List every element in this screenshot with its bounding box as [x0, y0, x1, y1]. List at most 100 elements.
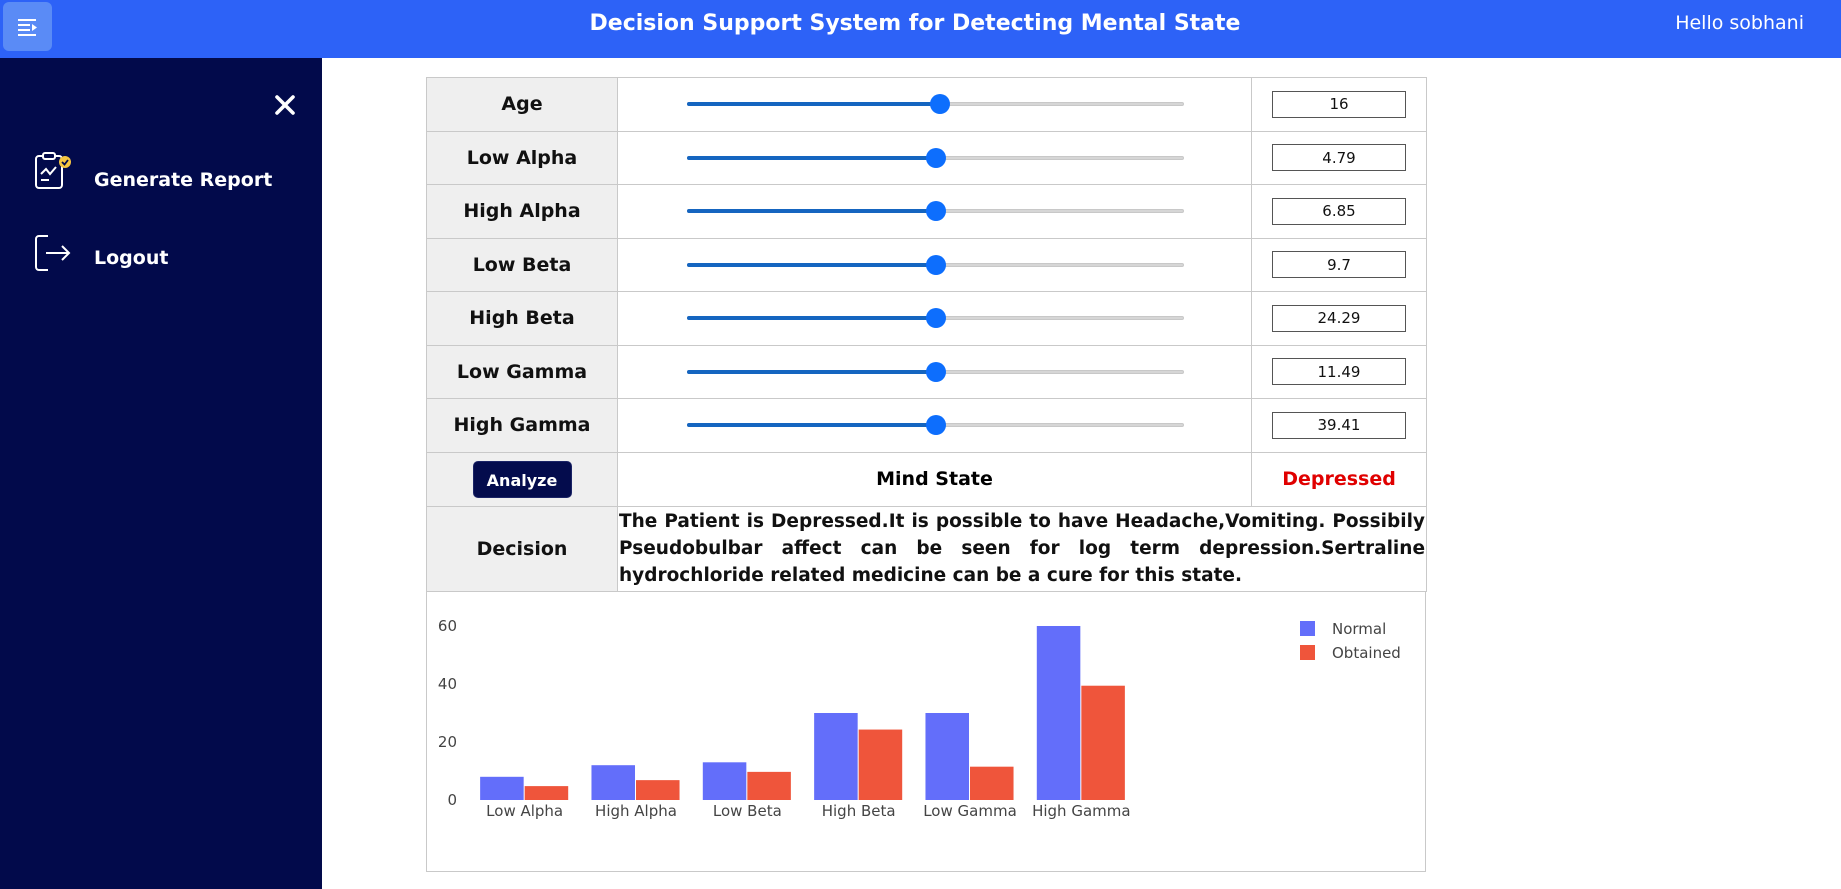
- bar-obtained: [1081, 685, 1125, 800]
- parameter-slider-cell: [617, 344, 1252, 399]
- parameter-slider-cell: [617, 237, 1252, 292]
- parameter-slider-cell: [617, 184, 1252, 239]
- bar-obtained: [524, 785, 569, 800]
- sidebar-item-label: Generate Report: [94, 169, 273, 191]
- parameter-row: Low Alpha: [426, 130, 1427, 185]
- sidebar: [0, 58, 322, 889]
- parameter-slider[interactable]: [687, 361, 1184, 383]
- analysis-row: Analyze Mind State Depressed: [426, 451, 1427, 507]
- decision-label: Decision: [426, 505, 618, 592]
- slider-fill: [687, 102, 941, 107]
- y-tick-label: 0: [447, 791, 457, 809]
- x-tick-label: Low Alpha: [486, 802, 563, 820]
- parameter-label: High Beta: [426, 291, 618, 346]
- slider-fill: [687, 262, 936, 267]
- parameter-value-input[interactable]: [1272, 144, 1406, 172]
- slider-thumb[interactable]: [925, 147, 946, 168]
- slider-fill: [687, 316, 936, 321]
- analyze-button[interactable]: Analyze: [472, 460, 572, 498]
- bar-normal: [814, 712, 858, 800]
- decision-text: The Patient is Depressed.It is possible …: [619, 510, 1425, 586]
- report-icon: [35, 152, 71, 189]
- analyze-cell: Analyze: [426, 451, 618, 507]
- slider-fill: [687, 423, 936, 428]
- legend-swatch: [1300, 620, 1315, 636]
- parameter-label: High Gamma: [426, 398, 618, 453]
- sidebar-item-logout[interactable]: Logout: [32, 232, 168, 274]
- top-bar: Decision Support System for Detecting Me…: [0, 0, 1841, 58]
- slider-thumb[interactable]: [925, 361, 946, 382]
- parameter-value-input[interactable]: [1272, 197, 1406, 225]
- sidebar-item-generate-report[interactable]: Generate Report: [32, 150, 272, 192]
- parameter-slider-cell: [617, 398, 1252, 453]
- slider-thumb[interactable]: [925, 254, 946, 275]
- bar-chart-svg: 0 20 40 60 Low Alpha High Alpha Low Beta High B…: [438, 617, 1401, 820]
- parameter-slider[interactable]: [687, 307, 1184, 329]
- parameter-slider[interactable]: [687, 254, 1184, 276]
- bar-obtained: [636, 779, 680, 800]
- bar-obtained: [747, 771, 791, 800]
- close-sidebar-button[interactable]: [272, 92, 298, 118]
- parameter-row: Age: [426, 77, 1427, 132]
- mind-state-label: Mind State: [617, 451, 1252, 507]
- decision-text-cell: The Patient is Depressed.It is possible …: [617, 505, 1427, 592]
- close-icon: [275, 95, 295, 115]
- slider-fill: [687, 155, 936, 160]
- parameter-slider[interactable]: [687, 200, 1184, 222]
- parameter-label: High Alpha: [426, 184, 618, 239]
- parameter-slider[interactable]: [687, 147, 1184, 169]
- parameter-value-cell: [1251, 291, 1427, 346]
- parameter-value-cell: [1251, 237, 1427, 292]
- parameter-value-input[interactable]: [1272, 251, 1406, 279]
- parameter-value-input[interactable]: [1272, 90, 1406, 118]
- parameter-slider-cell: [617, 77, 1252, 132]
- bar-normal: [702, 761, 747, 800]
- parameter-slider-cell: [617, 130, 1252, 185]
- bar-obtained: [970, 766, 1014, 800]
- parameter-row: High Beta: [426, 291, 1427, 346]
- y-tick-label: 20: [438, 733, 457, 751]
- slider-thumb[interactable]: [925, 308, 946, 329]
- legend-label: Normal: [1332, 620, 1386, 638]
- parameter-value-input[interactable]: [1272, 411, 1406, 439]
- parameter-value-input[interactable]: [1272, 304, 1406, 332]
- x-tick-label: High Beta: [822, 802, 896, 820]
- parameter-value-cell: [1251, 77, 1427, 132]
- parameter-row: Low Gamma: [426, 344, 1427, 399]
- parameter-value-cell: [1251, 344, 1427, 399]
- bar-obtained: [858, 729, 903, 800]
- sidebar-item-label: Logout: [94, 247, 169, 269]
- parameter-slider[interactable]: [687, 414, 1184, 436]
- parameter-label: Low Gamma: [426, 344, 618, 399]
- parameter-value-cell: [1251, 184, 1427, 239]
- parameter-value-cell: [1251, 398, 1427, 453]
- app-title: Decision Support System for Detecting Me…: [589, 11, 1241, 36]
- bar-normal: [480, 776, 524, 800]
- parameter-slider[interactable]: [687, 93, 1184, 115]
- bar-normal: [1036, 625, 1081, 800]
- parameter-label: Low Beta: [426, 237, 618, 292]
- bar-normal: [591, 764, 635, 800]
- x-tick-label: Low Beta: [713, 802, 782, 820]
- menu-toggle-button[interactable]: [3, 2, 52, 51]
- logout-icon: [35, 235, 71, 271]
- user-greeting: Hello sobhani: [1675, 12, 1804, 34]
- slider-thumb[interactable]: [930, 94, 951, 115]
- slider-thumb[interactable]: [925, 415, 946, 436]
- menu-icon: [17, 18, 37, 36]
- mind-state-value: Depressed: [1251, 451, 1427, 507]
- x-tick-label: Low Gamma: [923, 802, 1017, 820]
- slider-thumb[interactable]: [925, 201, 946, 222]
- slider-fill: [687, 369, 936, 374]
- parameter-value-cell: [1251, 130, 1427, 185]
- x-tick-label: High Gamma: [1032, 802, 1130, 820]
- slider-fill: [687, 209, 936, 214]
- parameter-row: High Gamma: [426, 398, 1427, 453]
- legend-label: Obtained: [1332, 644, 1401, 662]
- parameter-value-input[interactable]: [1272, 358, 1406, 386]
- decision-row: Decision The Patient is Depressed.It is …: [426, 505, 1427, 592]
- parameter-label: Age: [426, 77, 618, 132]
- legend-swatch: [1300, 644, 1315, 660]
